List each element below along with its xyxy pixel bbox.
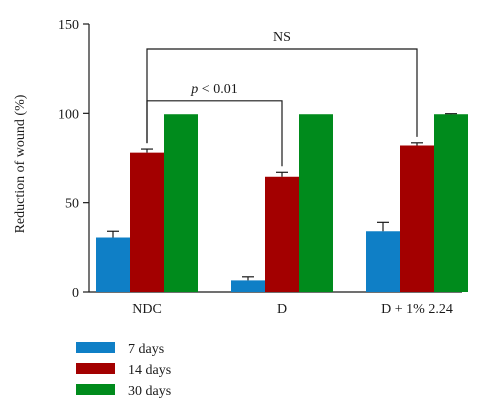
y-axis-label: Reduction of wound (%) bbox=[13, 94, 28, 233]
y-tick-label: 0 bbox=[72, 286, 79, 301]
bars bbox=[96, 113, 468, 292]
y-tick-label: 150 bbox=[58, 18, 79, 33]
legend-swatch bbox=[76, 363, 115, 374]
significance-bracket bbox=[146, 100, 283, 167]
x-category-label: NDC bbox=[132, 302, 162, 317]
bar bbox=[96, 237, 130, 292]
legend: 7 days 14 days 30 days bbox=[76, 342, 171, 399]
legend-swatch bbox=[76, 342, 115, 353]
y-tick-label: 100 bbox=[58, 107, 79, 122]
legend-label: 30 days bbox=[128, 384, 171, 399]
bar bbox=[130, 152, 164, 292]
bar bbox=[265, 176, 299, 292]
y-tick-label: 50 bbox=[65, 197, 79, 212]
bar bbox=[366, 231, 400, 292]
bar bbox=[164, 114, 198, 292]
annotations: NS p < 0.01 bbox=[146, 30, 418, 167]
legend-label: 14 days bbox=[128, 363, 171, 378]
bar bbox=[231, 280, 265, 292]
category-labels: NDC D D + 1% 2.24 bbox=[132, 302, 453, 317]
significance-label: NS bbox=[273, 30, 291, 45]
legend-swatch bbox=[76, 384, 115, 395]
significance-label: p < 0.01 bbox=[190, 82, 237, 97]
bar bbox=[400, 145, 434, 292]
significance-bracket bbox=[146, 48, 418, 144]
bar bbox=[299, 114, 333, 292]
x-category-label: D bbox=[277, 302, 287, 317]
bar bbox=[434, 114, 468, 292]
legend-label: 7 days bbox=[128, 342, 164, 357]
x-category-label: D + 1% 2.24 bbox=[381, 302, 453, 317]
